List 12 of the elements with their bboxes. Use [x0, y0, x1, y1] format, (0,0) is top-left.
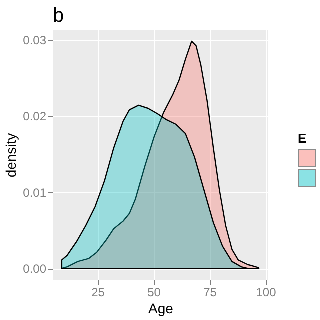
x-axis-title: Age — [148, 300, 174, 316]
y-tick-label: 0.03 — [23, 33, 47, 48]
y-axis-title: density — [3, 133, 20, 178]
x-tick-label: 100 — [256, 286, 277, 300]
x-tick-label: 50 — [148, 286, 162, 300]
x-tick-label: 75 — [204, 286, 218, 300]
y-tick-label: 0.01 — [23, 186, 47, 200]
x-tick-label: 25 — [92, 286, 106, 300]
legend-title: E — [298, 131, 308, 146]
y-tick-label: 0.00 — [23, 262, 47, 276]
chart-title: b — [53, 5, 64, 27]
y-tick-label: 0.02 — [23, 110, 47, 124]
